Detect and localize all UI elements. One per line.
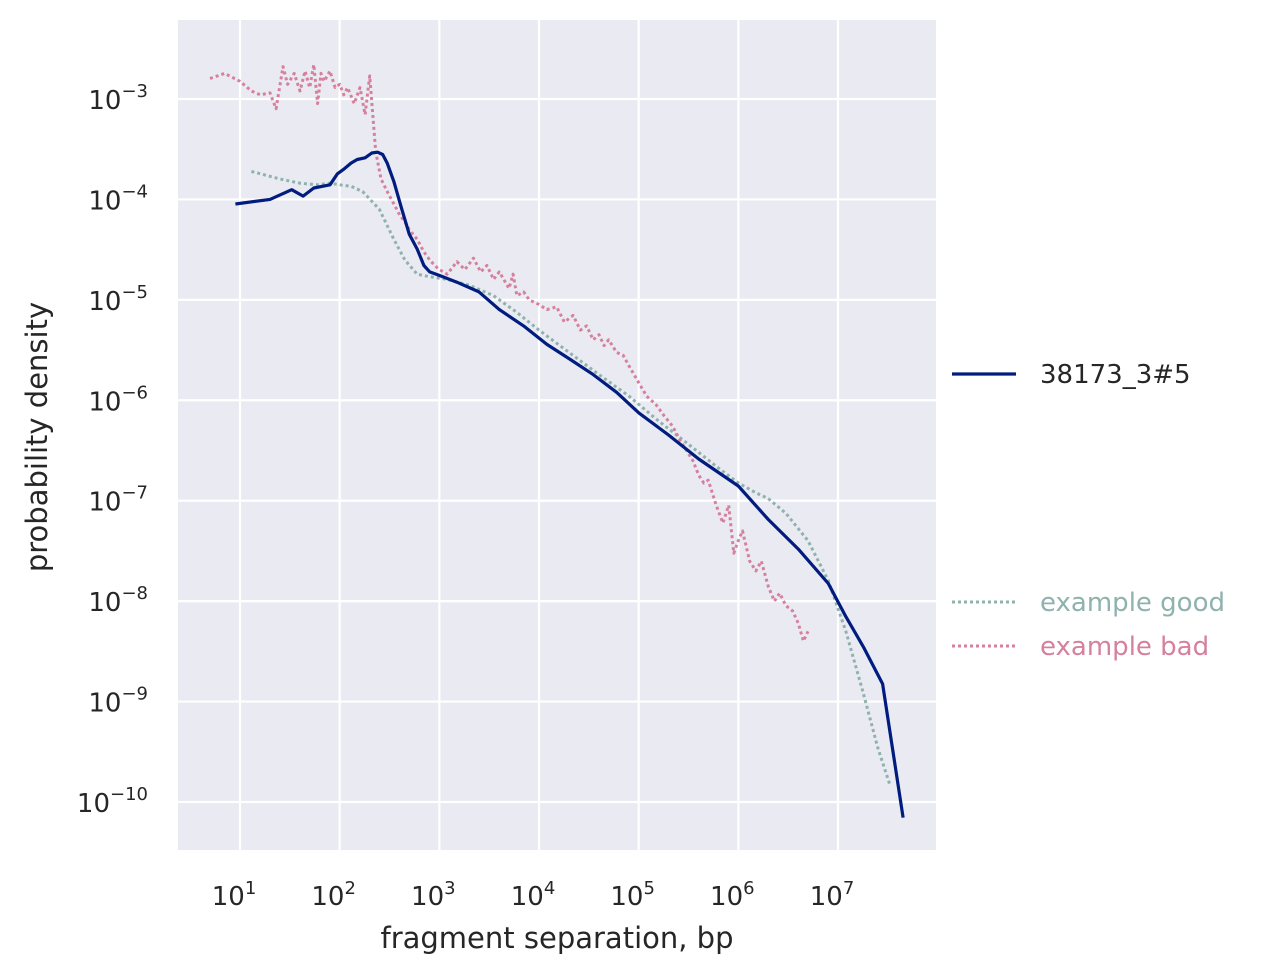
y-tick-label: 10−4 bbox=[88, 181, 148, 216]
y-tick-label: 10−3 bbox=[88, 81, 148, 116]
y-tick-label: 10−9 bbox=[88, 684, 148, 719]
y-axis-title: probability density bbox=[20, 302, 54, 572]
y-tick-label: 10−5 bbox=[88, 282, 148, 317]
x-tick-label: 107 bbox=[810, 878, 855, 912]
x-tick-label: 103 bbox=[411, 878, 456, 912]
series-line-38173-3-5 bbox=[235, 150, 905, 818]
x-tick-label: 104 bbox=[511, 878, 556, 912]
y-tick-labels: 10−3 10−4 10−5 10−6 10−7 10−8 10−9 10−10 bbox=[77, 81, 148, 819]
legend-label: example bad bbox=[1040, 632, 1209, 662]
y-tick-label: 10−8 bbox=[88, 583, 148, 618]
series-line-example-good bbox=[251, 169, 892, 785]
x-tick-labels: 101 102 103 104 105 106 107 bbox=[212, 878, 855, 912]
y-tick-label: 10−10 bbox=[77, 784, 148, 819]
x-tick-label: 106 bbox=[710, 878, 755, 912]
legend-label: example good bbox=[1040, 588, 1225, 618]
plot-background bbox=[178, 20, 936, 850]
y-tick-label: 10−6 bbox=[88, 382, 148, 417]
x-tick-label: 102 bbox=[311, 878, 356, 912]
x-tick-label: 105 bbox=[610, 878, 655, 912]
x-tick-label: 101 bbox=[212, 878, 257, 912]
grid bbox=[178, 20, 936, 850]
series-layer bbox=[209, 63, 905, 818]
legend-label: 38173_3#5 bbox=[1040, 360, 1191, 390]
y-tick-label: 10−7 bbox=[88, 483, 148, 518]
x-axis-title: fragment separation, bp bbox=[381, 921, 734, 955]
